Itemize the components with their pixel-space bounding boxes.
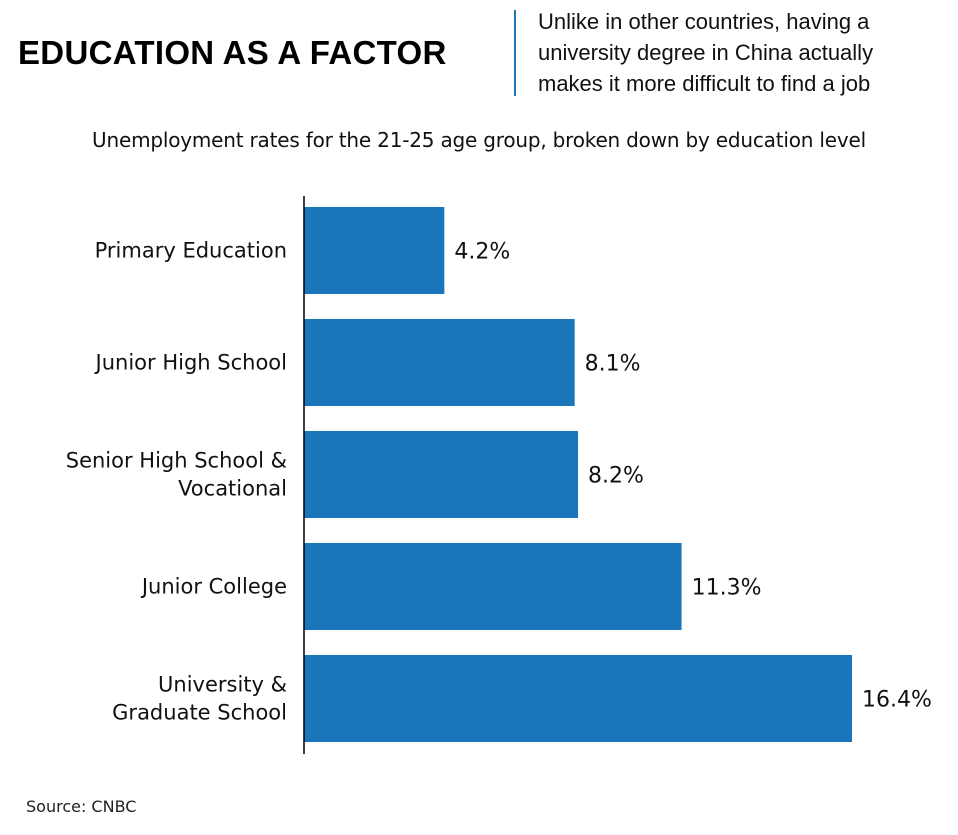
category-label: Junior High School — [94, 351, 287, 375]
category-label: Senior High School & — [66, 449, 287, 473]
bar — [304, 431, 578, 518]
bar — [304, 207, 445, 294]
category-label: University & — [158, 673, 287, 697]
data-label: 4.2% — [454, 240, 510, 265]
chart-description: Unlike in other countries, having a univ… — [538, 6, 948, 99]
description-line: makes it more difficult to find a job — [538, 71, 871, 96]
description-line: university degree in China actually — [538, 40, 874, 65]
data-label: 11.3% — [692, 576, 762, 601]
data-label: 8.2% — [588, 464, 644, 489]
data-label: 16.4% — [862, 688, 932, 713]
category-label: Graduate School — [112, 701, 287, 725]
chart-subtitle: Unemployment rates for the 21-25 age gro… — [92, 128, 866, 152]
data-label: 8.1% — [585, 352, 641, 377]
chart-title: EDUCATION AS A FACTOR — [18, 34, 447, 71]
header-divider — [514, 10, 516, 96]
bar — [304, 319, 575, 406]
source-note: Source: CNBC — [26, 797, 137, 816]
bar — [304, 655, 852, 742]
bar — [304, 543, 682, 630]
category-label: Vocational — [178, 477, 287, 501]
description-line: Unlike in other countries, having a — [538, 9, 870, 34]
category-label: Primary Education — [95, 239, 287, 263]
category-label: Junior College — [140, 575, 287, 599]
